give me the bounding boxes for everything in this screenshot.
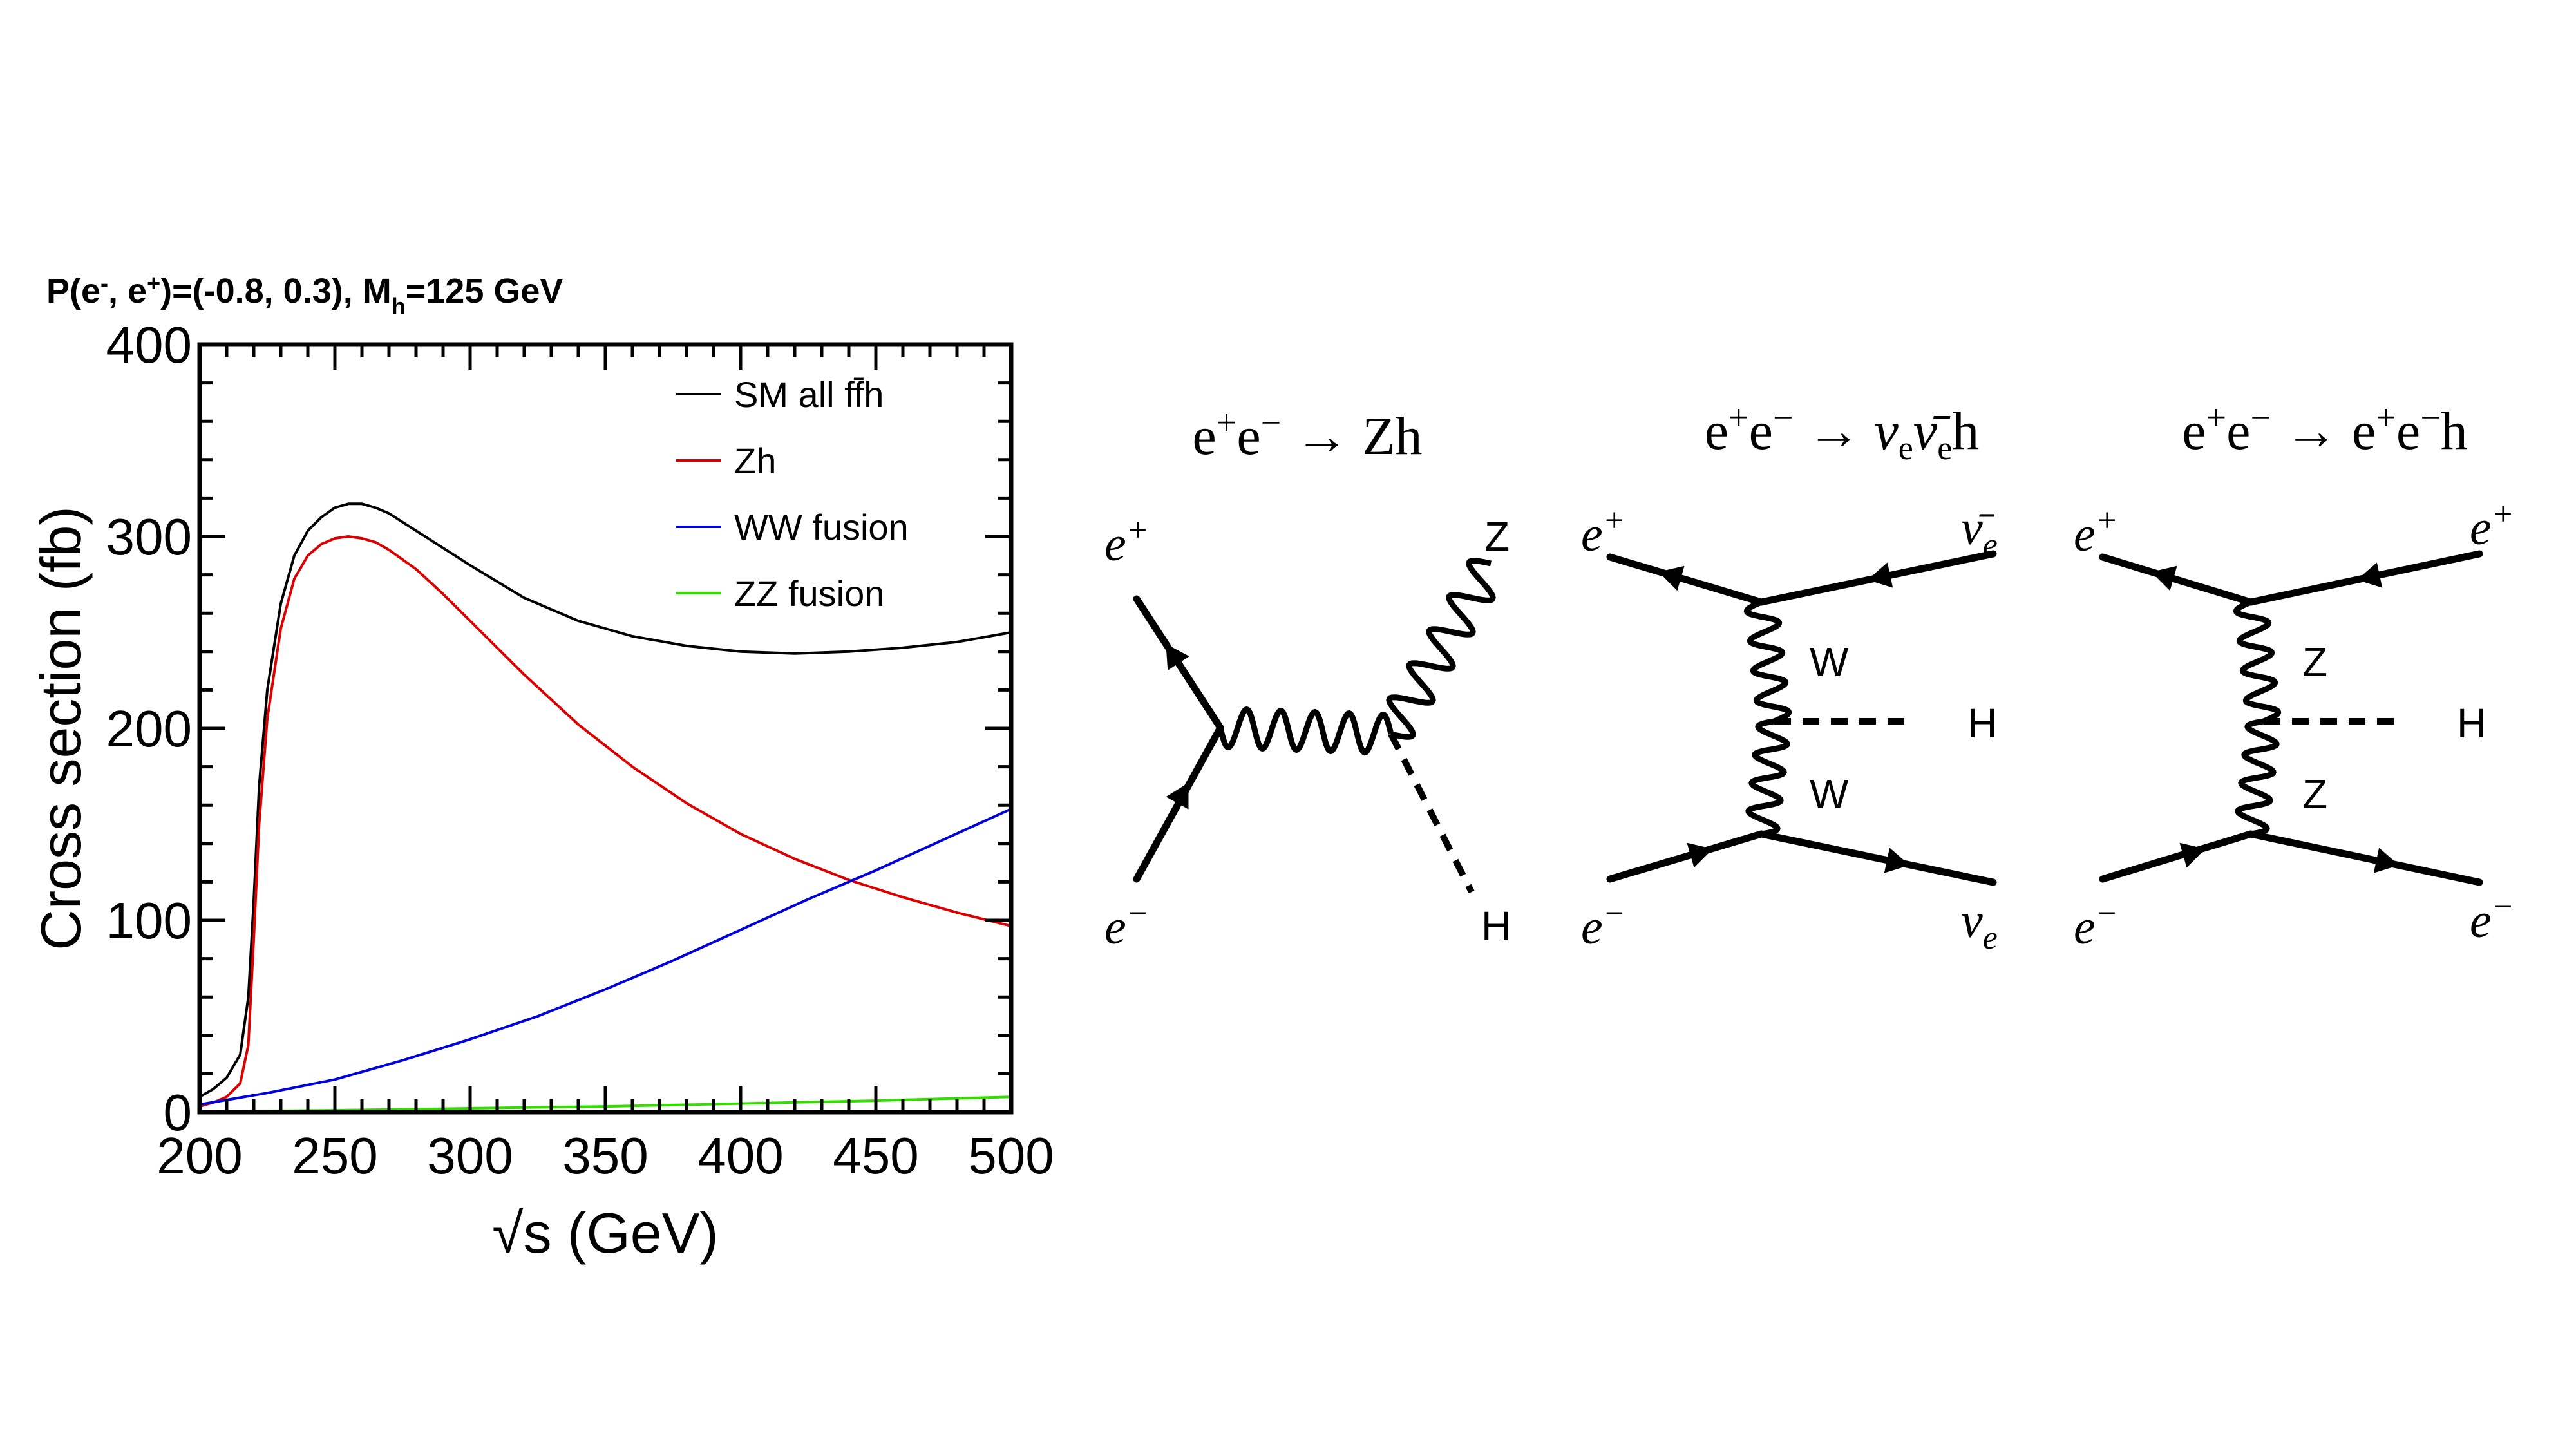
fermion-line-bottom-left-zz <box>2099 830 2255 883</box>
y-tick-label: 200 <box>106 700 192 757</box>
fermion-line-bottom-right-zz <box>2247 830 2483 886</box>
fermion-line-top-left <box>1606 553 1765 606</box>
arrow-bottom-right-zz <box>2373 848 2400 873</box>
z-boson-bottom <box>2235 718 2280 837</box>
legend: SM all ff̄h Zh WW fusion ZZ fusion <box>676 374 909 614</box>
diagram-title-zz: e+e− → e+e−h <box>2182 398 2468 461</box>
label-e-minus: e− <box>1104 895 1149 954</box>
x-axis-label: √s (GeV) <box>492 1201 718 1265</box>
feynman-diagram-zz-fusion: e+e− → e+e−h e+ e− e+ e− Z Z H <box>2074 398 2514 954</box>
series-line-0 <box>199 502 1012 1098</box>
legend-item-zh: Zh <box>676 440 776 481</box>
arrow-bottom-left <box>1687 842 1713 868</box>
y-axis-label: Cross section (fb) <box>29 506 93 951</box>
arrow-top-left-zz <box>2151 565 2177 591</box>
y-tick-label: 400 <box>106 316 192 374</box>
tick-labels-layer: 200 250 300 350 400 450 500 0 100 200 300 400 <box>106 316 1054 1184</box>
ticks-layer <box>198 343 1013 1114</box>
legend-item-zz: ZZ fusion <box>676 573 884 614</box>
arrow-bottom-left-zz <box>2179 842 2206 868</box>
legend-item-ww: WW fusion <box>676 507 909 547</box>
feynman-diagram-zh: e+e− → Zh e+ e− Z H <box>1104 403 1511 954</box>
z-outgoing-boson <box>1386 558 1496 740</box>
y-tick-label: 0 <box>164 1084 193 1141</box>
diagram-title-ww: e+e− → νeν̄eh <box>1705 398 1980 467</box>
cross-section-chart: P(e-, e+)=(-0.8, 0.3), Mh=125 GeV 200 250… <box>29 270 1054 1265</box>
label-z-top: Z <box>2302 639 2327 685</box>
label-nu: νe <box>1961 894 1998 956</box>
label-e-plus: e+ <box>1104 512 1149 571</box>
arrow-top-right <box>1867 562 1893 588</box>
y-tick-label: 300 <box>106 508 192 565</box>
feynman-diagram-ww-fusion: e+e− → νeν̄eh e+ e− ν̄e νe W W H <box>1581 398 1998 956</box>
legend-item-sm: SM all ff̄h <box>676 374 884 415</box>
z-propagator-boson <box>1217 706 1394 756</box>
x-tick-label: 200 <box>156 1127 242 1184</box>
legend-label-ww: WW fusion <box>734 507 909 547</box>
fermion-line-bottom-left <box>1606 830 1765 883</box>
label-higgs-ww: H <box>1967 700 1997 746</box>
arrow-e-plus <box>1166 643 1189 670</box>
x-tick-label: 350 <box>562 1127 648 1184</box>
higgs-dashed-line <box>1388 732 1475 894</box>
legend-label-sm: SM all ff̄h <box>734 374 884 415</box>
plot-frame <box>197 342 1014 1115</box>
label-e-plus-ww: e+ <box>1581 502 1625 562</box>
label-z: Z <box>1484 513 1510 560</box>
fermion-line-bottom-right <box>1757 830 1997 886</box>
x-tick-label: 250 <box>292 1127 377 1184</box>
label-z-bottom: Z <box>2302 771 2327 817</box>
label-w-bottom: W <box>1810 771 1849 817</box>
x-tick-label: 500 <box>968 1127 1054 1184</box>
diagram-title-zh: e+e− → Zh <box>1192 403 1422 466</box>
label-e-minus-out-zz: e− <box>2470 889 2514 948</box>
w-boson-top <box>1743 599 1792 724</box>
series-line-1 <box>199 535 1012 1108</box>
legend-label-zz: ZZ fusion <box>734 573 884 614</box>
w-boson-bottom <box>1745 718 1790 837</box>
arrow-e-minus <box>1166 782 1189 810</box>
label-e-minus-ww: e− <box>1581 895 1625 954</box>
label-nubar: ν̄e <box>1961 501 1998 564</box>
arrow-bottom-right <box>1884 848 1910 873</box>
arrow-top-left <box>1658 565 1685 591</box>
y-tick-label: 100 <box>106 892 192 949</box>
x-tick-label: 300 <box>427 1127 513 1184</box>
label-h: H <box>1481 903 1511 949</box>
label-w-top: W <box>1810 639 1849 685</box>
series-line-2 <box>199 808 1012 1106</box>
legend-label-zh: Zh <box>734 440 776 481</box>
series-layer <box>199 502 1012 1113</box>
fermion-line-top-left-zz <box>2099 553 2255 606</box>
x-tick-label: 450 <box>833 1127 918 1184</box>
label-e-plus-out-zz: e+ <box>2470 496 2514 555</box>
label-e-plus-in-zz: e+ <box>2074 502 2118 562</box>
chart-title: P(e-, e+)=(-0.8, 0.3), Mh=125 GeV <box>46 270 563 319</box>
arrow-top-right-zz <box>2356 562 2383 588</box>
label-higgs-zz: H <box>2457 700 2486 746</box>
z-boson-top <box>2233 599 2282 724</box>
label-e-minus-in-zz: e− <box>2074 895 2118 954</box>
x-tick-label: 400 <box>697 1127 783 1184</box>
